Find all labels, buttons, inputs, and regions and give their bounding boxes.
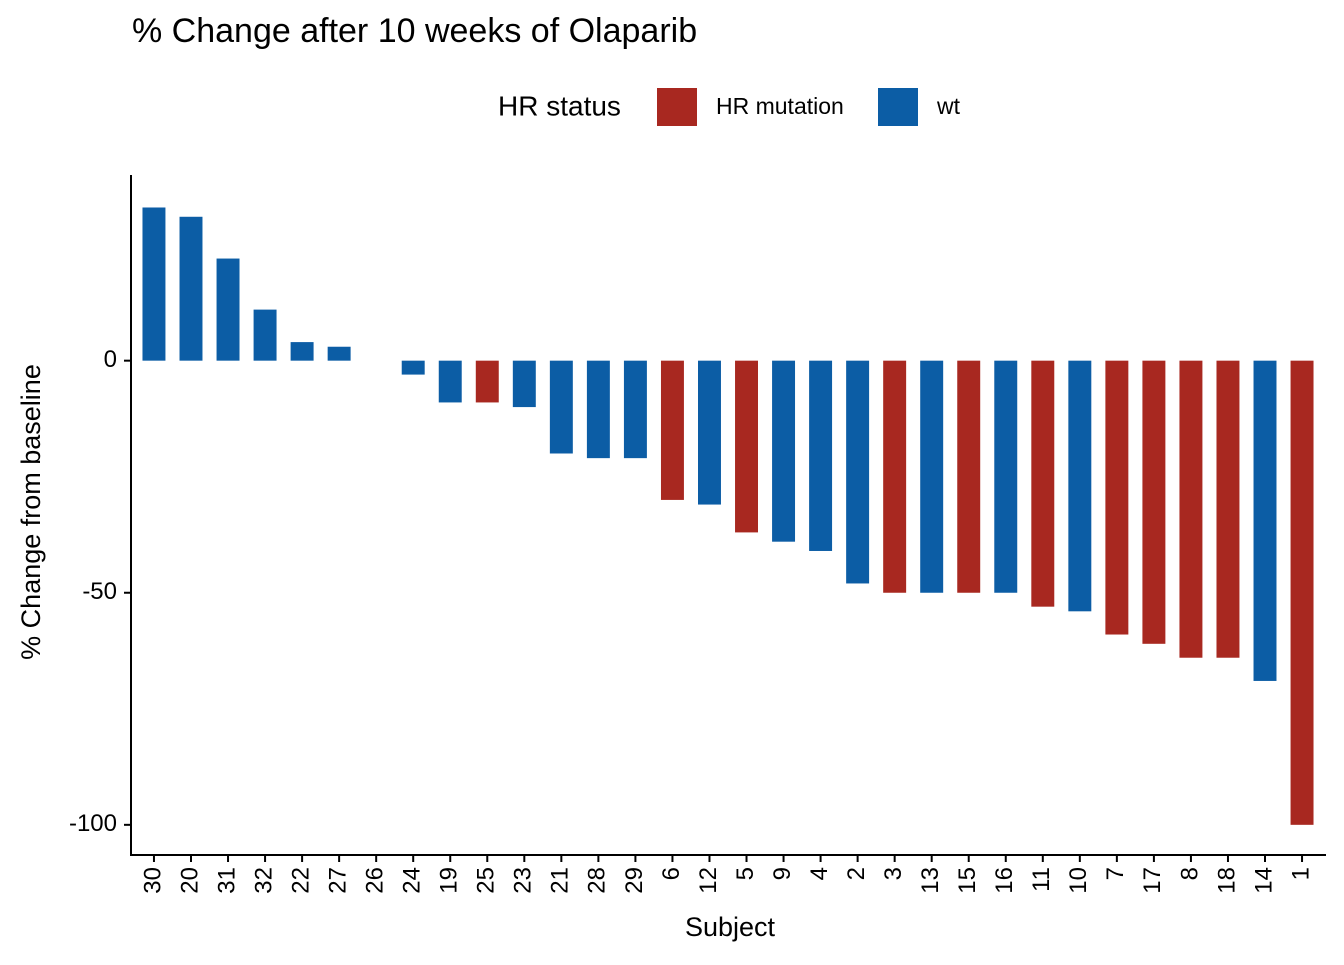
bar <box>1031 360 1055 607</box>
bar <box>475 360 499 403</box>
x-tick-label: 17 <box>1139 867 1166 894</box>
x-tick-label: 28 <box>584 867 611 894</box>
x-tick-label: 15 <box>954 867 981 894</box>
x-tick-label: 23 <box>510 867 537 894</box>
x-tick-label: 12 <box>695 867 722 894</box>
x-tick-label: 30 <box>139 867 166 894</box>
x-tick-label: 19 <box>436 867 463 894</box>
bar <box>1216 360 1240 658</box>
x-tick-label: 9 <box>769 867 796 880</box>
bar <box>994 360 1018 593</box>
bar <box>1068 360 1092 612</box>
x-axis-title: Subject <box>685 912 776 942</box>
legend-swatch <box>657 88 697 126</box>
x-tick-label: 10 <box>1065 867 1092 894</box>
x-tick-label: 29 <box>621 867 648 894</box>
bar <box>698 360 721 505</box>
legend-label: wt <box>936 93 961 119</box>
bar <box>809 360 833 551</box>
x-tick-label: 16 <box>991 867 1018 894</box>
legend-swatch <box>878 88 918 126</box>
bar <box>586 360 610 459</box>
chart-title: % Change after 10 weeks of Olaparib <box>132 12 697 50</box>
x-tick-label: 14 <box>1250 867 1277 894</box>
x-tick-label: 21 <box>547 867 574 894</box>
legend-label: HR mutation <box>716 93 844 119</box>
x-tick-label: 32 <box>250 867 277 894</box>
x-tick-label: 25 <box>473 867 500 894</box>
bar <box>1290 360 1314 825</box>
bar <box>290 342 314 361</box>
bar <box>772 360 796 542</box>
y-axis-title: % Change from baseline <box>16 364 46 660</box>
bar <box>846 360 870 584</box>
x-tick-label: 1 <box>1287 867 1314 880</box>
x-tick-label: 13 <box>917 867 944 894</box>
bar <box>1105 360 1129 635</box>
y-tick-label: -50 <box>82 578 117 605</box>
x-tick-label: 22 <box>287 867 314 894</box>
bar <box>1253 360 1277 681</box>
x-tick-label: 7 <box>1102 867 1129 880</box>
bar <box>883 360 907 593</box>
bar <box>549 360 573 454</box>
bar <box>512 360 536 408</box>
bar <box>216 258 240 361</box>
bar <box>438 360 462 403</box>
x-tick-label: 18 <box>1213 867 1240 894</box>
bar <box>401 360 425 375</box>
y-tick-label: -100 <box>69 810 117 837</box>
x-tick-label: 27 <box>324 867 351 894</box>
x-tick-label: 20 <box>176 867 203 894</box>
bar <box>179 216 203 361</box>
x-tick-label: 11 <box>1028 867 1055 892</box>
y-tick-label: 0 <box>104 346 117 373</box>
x-tick-label: 26 <box>362 867 389 894</box>
bar <box>920 360 944 593</box>
bar <box>1179 360 1203 658</box>
x-tick-label: 24 <box>399 867 426 894</box>
x-tick-label: 3 <box>880 867 907 880</box>
bar <box>327 346 351 361</box>
bar <box>957 360 981 593</box>
x-tick-label: 2 <box>843 867 870 880</box>
x-tick-label: 8 <box>1176 867 1203 880</box>
legend-title: HR status <box>498 90 621 121</box>
bar <box>623 360 647 459</box>
x-tick-label: 31 <box>213 867 240 894</box>
bar <box>142 207 166 361</box>
x-tick-label: 5 <box>732 867 759 880</box>
bar <box>735 360 758 533</box>
bar <box>660 360 684 500</box>
x-tick-label: 4 <box>806 867 833 880</box>
x-tick-label: 6 <box>658 867 685 880</box>
bar <box>253 309 277 361</box>
bar <box>1142 360 1166 644</box>
